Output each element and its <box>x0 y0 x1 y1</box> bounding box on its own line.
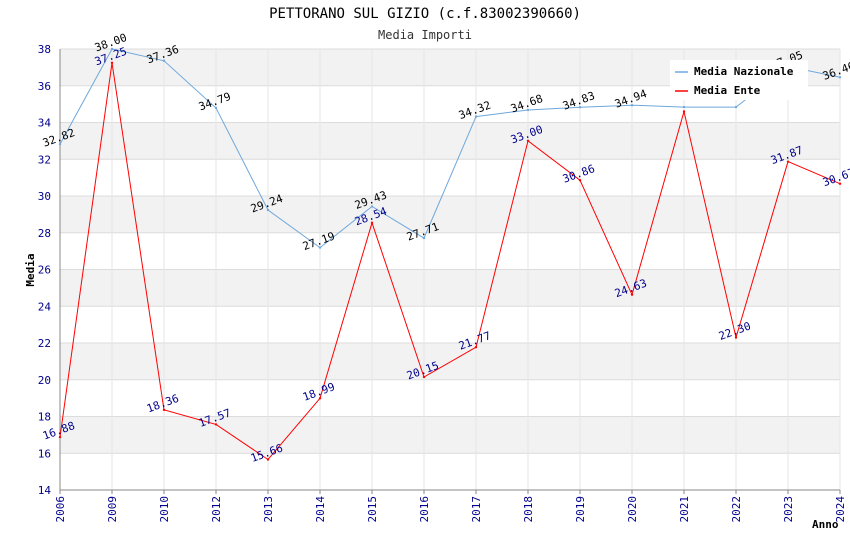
x-tick-label: 2022 <box>730 496 743 523</box>
legend-box <box>670 60 808 100</box>
x-tick-label: 2013 <box>262 496 275 523</box>
data-point-nazionale <box>734 105 738 109</box>
x-tick-label: 2018 <box>522 496 535 523</box>
data-point-nazionale <box>630 104 634 107</box>
y-tick-label: 22 <box>38 337 51 350</box>
y-tick-label: 26 <box>38 264 51 277</box>
legend-label-nazionale: Media Nazionale <box>694 65 794 78</box>
data-point-ente <box>370 221 374 225</box>
data-point-nazionale <box>422 236 426 240</box>
data-point-nazionale <box>682 105 686 109</box>
y-tick-label: 18 <box>38 411 51 424</box>
grid-bands <box>60 49 840 490</box>
grid-lines <box>59 48 841 491</box>
x-axis-label: Anno <box>812 518 839 531</box>
y-axis-label: Media <box>24 253 37 286</box>
x-tick-label: 2014 <box>314 496 327 523</box>
data-point-ente <box>58 435 62 439</box>
x-tick-label: 2016 <box>418 496 431 523</box>
y-tick-label: 38 <box>38 43 51 56</box>
data-point-nazionale <box>162 59 166 62</box>
grid-band <box>60 196 840 233</box>
x-tick-label: 2006 <box>54 496 67 523</box>
x-tick-label: 2024 <box>834 496 847 523</box>
series-line-nazionale <box>59 48 841 249</box>
data-point-ente <box>630 293 634 296</box>
grid-band <box>60 379 840 417</box>
data-point-ente <box>526 139 530 143</box>
grid-band <box>60 416 840 454</box>
y-tick-label: 34 <box>38 117 52 130</box>
x-tick-label: 2012 <box>210 496 223 523</box>
x-tick-label: 2021 <box>678 496 691 523</box>
x-tick-label: 2010 <box>158 496 171 523</box>
grid-band <box>60 269 840 307</box>
data-point-ente <box>422 375 426 379</box>
grid-band <box>60 453 840 490</box>
y-tick-label: 20 <box>38 374 51 387</box>
data-point-nazionale <box>110 47 114 51</box>
grid-band <box>60 122 840 160</box>
chart-title: PETTORANO SUL GIZIO (c.f.83002390660) <box>269 6 581 22</box>
x-tick-label: 2017 <box>470 496 483 523</box>
data-point-nazionale <box>474 115 478 118</box>
legend: Media Nazionale Media Ente <box>670 60 808 100</box>
y-tick-label: 30 <box>38 190 51 203</box>
legend-label-ente: Media Ente <box>694 84 761 97</box>
x-tick-labels: 2006 2009 2010 2012 2013 2014 2015 2016 2017 2018… <box>54 496 847 523</box>
y-tick-label: 28 <box>38 227 51 240</box>
data-point-ente <box>734 336 738 339</box>
x-tick-label: 2009 <box>106 496 119 523</box>
data-point-ente <box>578 178 582 182</box>
data-point-nazionale <box>266 208 270 212</box>
data-point-ente <box>474 346 478 349</box>
data-point-ente <box>266 458 270 461</box>
data-point-nazionale <box>370 205 374 208</box>
data-point-ente <box>786 160 790 163</box>
grid-band <box>60 343 840 380</box>
x-tick-label: 2019 <box>574 496 587 523</box>
grid-band <box>60 232 840 270</box>
data-point-ente <box>318 397 322 400</box>
y-tick-label: 32 <box>38 153 51 166</box>
y-tick-label: 16 <box>38 447 51 460</box>
data-point-ente <box>838 182 842 185</box>
x-tick-label: 2023 <box>782 496 795 523</box>
data-point-nazionale <box>578 106 582 109</box>
data-point-nazionale <box>318 246 322 249</box>
series-line-ente <box>59 62 841 461</box>
data-point-nazionale <box>526 108 530 112</box>
data-point-nazionale <box>58 142 62 146</box>
data-point-nazionale <box>214 106 218 110</box>
axes <box>59 49 841 494</box>
y-tick-labels: 14 16 18 20 22 24 26 28 30 32 34 36 38 <box>38 43 52 497</box>
x-tick-label: 2015 <box>366 496 379 523</box>
data-point-ente <box>110 61 114 64</box>
data-point-ente <box>214 423 218 426</box>
grid-band <box>60 306 840 343</box>
x-tick-label: 2020 <box>626 496 639 523</box>
y-tick-label: 36 <box>38 80 51 93</box>
y-tick-label: 14 <box>38 484 52 497</box>
data-point-ente <box>682 110 686 113</box>
chart-subtitle: Media Importi <box>378 28 472 42</box>
y-tick-label: 24 <box>38 300 52 313</box>
series-group <box>58 47 842 461</box>
data-point-ente <box>162 408 166 412</box>
data-point-nazionale <box>838 76 842 79</box>
